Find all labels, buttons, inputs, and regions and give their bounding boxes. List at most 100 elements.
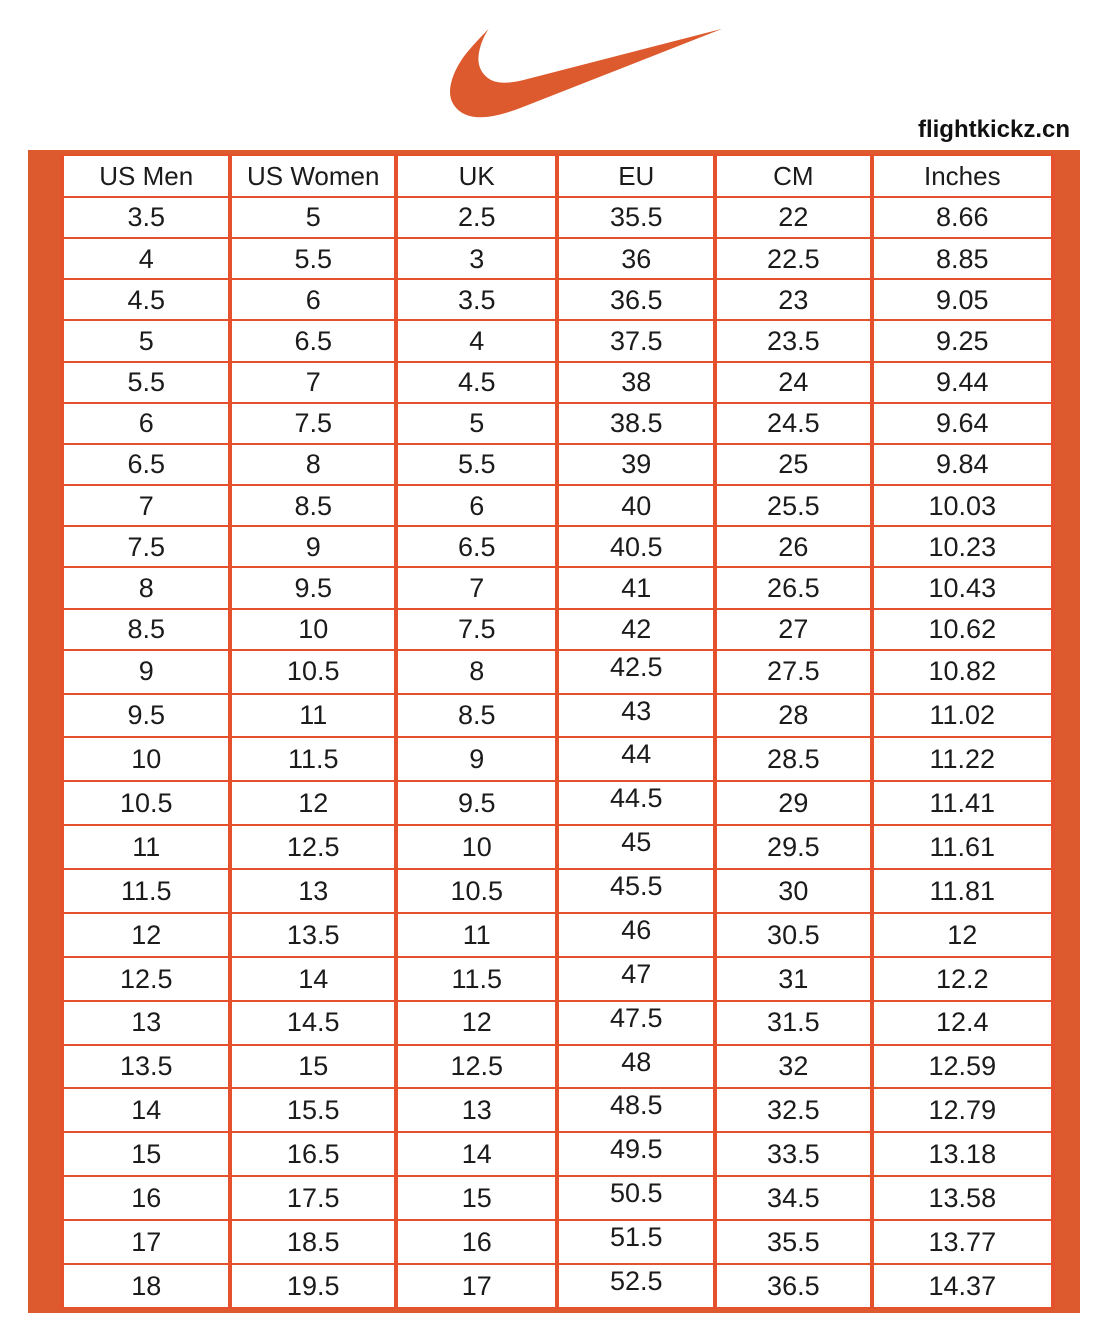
size-cell: 6 [228, 278, 398, 322]
size-cell: 6 [59, 401, 233, 445]
size-cell: 9.84 [869, 442, 1056, 487]
size-cell: 10 [228, 607, 398, 651]
size-cell: 7 [393, 566, 560, 610]
size-cell: 8 [228, 442, 398, 487]
size-cell: 30 [713, 868, 874, 914]
size-cell: 19.5 [228, 1262, 398, 1310]
size-cell: 52.5 [555, 1262, 718, 1310]
size-cell: 36 [555, 237, 718, 281]
size-cell: 8.5 [228, 484, 398, 528]
size-cell: 11 [59, 824, 233, 871]
size-cell: 5.5 [393, 442, 560, 487]
size-cell: 5 [228, 195, 398, 240]
size-cell: 9 [59, 648, 233, 695]
size-cell: 36.5 [555, 278, 718, 322]
column-header: UK [393, 154, 560, 198]
size-cell: 41 [555, 566, 718, 610]
table-row: 6.5 8 5.5 39 25 9.84 [59, 442, 1056, 487]
size-cell: 29.5 [713, 824, 874, 871]
size-cell: 11.02 [869, 692, 1056, 739]
table-row: 17 18.5 16 51.5 35.5 13.77 [59, 1219, 1056, 1265]
size-cell: 5.5 [59, 360, 233, 404]
size-cell: 37.5 [555, 319, 718, 363]
size-cell: 11.5 [59, 868, 233, 914]
table-row: 8 9.5 7 41 26.5 10.43 [59, 566, 1056, 610]
table-row: 4.5 6 3.5 36.5 23 9.05 [59, 278, 1056, 322]
size-cell: 14.5 [228, 999, 398, 1046]
size-cell: 47 [555, 955, 718, 1002]
size-cell: 15 [59, 1131, 233, 1178]
size-cell: 11.5 [228, 736, 398, 783]
size-cell: 12 [59, 911, 233, 958]
size-cell: 8.5 [59, 607, 233, 651]
column-header: US Women [228, 154, 398, 198]
size-cell: 24.5 [713, 401, 874, 445]
size-cell: 15.5 [228, 1087, 398, 1134]
table-row: 7 8.5 6 40 25.5 10.03 [59, 484, 1056, 528]
table-row: 13.5 15 12.5 48 32 12.59 [59, 1043, 1056, 1090]
size-cell: 11.81 [869, 868, 1056, 914]
size-cell: 24 [713, 360, 874, 404]
table-row: 4 5.5 3 36 22.5 8.85 [59, 237, 1056, 281]
table-row: 10.5 12 9.5 44.5 29 11.41 [59, 780, 1056, 827]
size-cell: 11 [393, 911, 560, 958]
table-row: 8.5 10 7.5 42 27 10.62 [59, 607, 1056, 651]
size-cell: 7 [228, 360, 398, 404]
size-cell: 5 [393, 401, 560, 445]
size-cell: 32.5 [713, 1087, 874, 1134]
table-row: 11 12.5 10 45 29.5 11.61 [59, 824, 1056, 871]
size-cell: 30.5 [713, 911, 874, 958]
size-cell: 2.5 [393, 195, 560, 240]
size-cell: 14 [228, 955, 398, 1002]
table-row: 5.5 7 4.5 38 24 9.44 [59, 360, 1056, 404]
size-cell: 7 [59, 484, 233, 528]
size-cell: 16.5 [228, 1131, 398, 1178]
size-cell: 23 [713, 278, 874, 322]
size-cell: 29 [713, 780, 874, 827]
size-cell: 7.5 [393, 607, 560, 651]
size-cell: 33.5 [713, 1131, 874, 1178]
header-row: US Men US Women UK EU CM Inches [59, 154, 1056, 198]
size-cell: 9.5 [228, 566, 398, 610]
size-cell: 10.03 [869, 484, 1056, 528]
size-cell: 12 [869, 911, 1056, 958]
size-cell: 38 [555, 360, 718, 404]
size-cell: 13.58 [869, 1175, 1056, 1222]
size-cell: 12 [393, 999, 560, 1046]
size-cell: 17.5 [228, 1175, 398, 1222]
size-cell: 23.5 [713, 319, 874, 363]
size-cell: 13.5 [228, 911, 398, 958]
size-cell: 40.5 [555, 525, 718, 569]
size-cell: 8 [393, 648, 560, 695]
size-cell: 14.37 [869, 1262, 1056, 1310]
size-cell: 27 [713, 607, 874, 651]
size-cell: 4 [393, 319, 560, 363]
size-cell: 5 [59, 319, 233, 363]
table-row: 14 15.5 13 48.5 32.5 12.79 [59, 1087, 1056, 1134]
size-cell: 17 [59, 1219, 233, 1265]
size-cell: 9.44 [869, 360, 1056, 404]
size-cell: 9.64 [869, 401, 1056, 445]
size-cell: 34.5 [713, 1175, 874, 1222]
size-cell: 10.23 [869, 525, 1056, 569]
size-cell: 12.4 [869, 999, 1056, 1046]
size-cell: 22.5 [713, 237, 874, 281]
size-cell: 11 [228, 692, 398, 739]
size-cell: 18.5 [228, 1219, 398, 1265]
size-cell: 11.41 [869, 780, 1056, 827]
size-cell: 12.79 [869, 1087, 1056, 1134]
size-cell: 11.61 [869, 824, 1056, 871]
nike-swoosh-icon [448, 14, 724, 132]
table-frame: US Men US Women UK EU CM Inches 3.5 5 2.5 35.5 22… [28, 150, 1080, 1313]
table-row: 5 6.5 4 37.5 23.5 9.25 [59, 319, 1056, 363]
size-cell: 4.5 [393, 360, 560, 404]
size-cell: 45 [555, 824, 718, 871]
size-cell: 12 [228, 780, 398, 827]
table-row: 9.5 11 8.5 43 28 11.02 [59, 692, 1056, 739]
size-cell: 12.59 [869, 1043, 1056, 1090]
size-cell: 9 [393, 736, 560, 783]
size-cell: 5.5 [228, 237, 398, 281]
size-cell: 48 [555, 1043, 718, 1090]
table-row: 9 10.5 8 42.5 27.5 10.82 [59, 648, 1056, 695]
